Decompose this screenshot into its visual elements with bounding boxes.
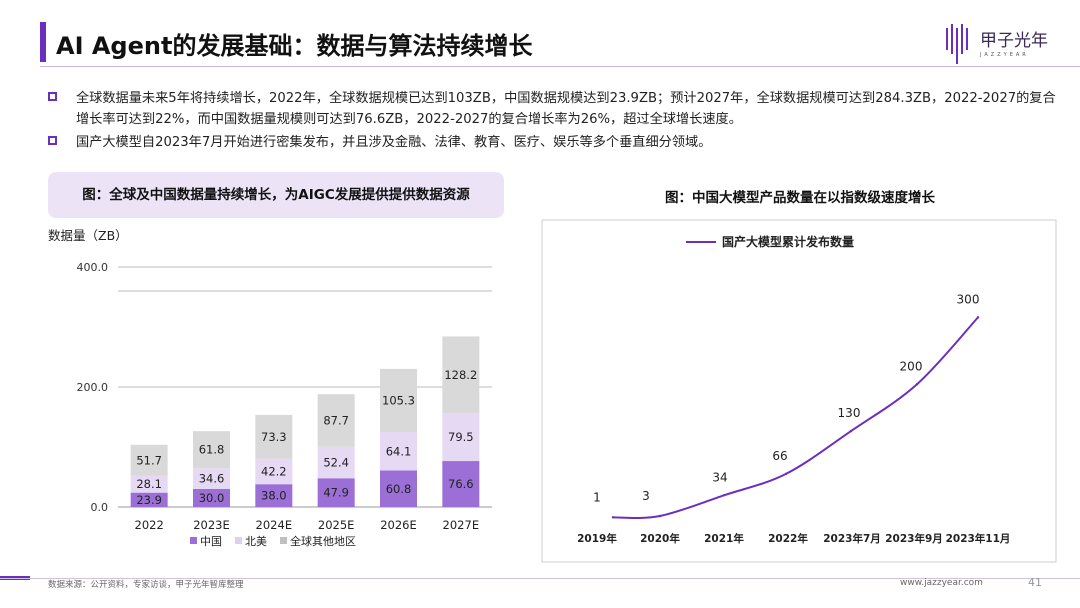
x-tick-label: 2019年 xyxy=(577,532,617,545)
legend-label: 国产大模型累计发布数量 xyxy=(722,234,854,249)
chart-frame xyxy=(541,219,1057,563)
bar-value-label: 60.8 xyxy=(386,482,412,496)
bar-value-label: 64.1 xyxy=(386,444,412,458)
bar-segment xyxy=(130,475,168,493)
data-point xyxy=(611,516,615,519)
legend-swatch xyxy=(235,537,242,544)
bullet-text: 全球数据量未来5年将持续增长，2022年，全球数据规模已达到103ZB，中国数据… xyxy=(76,91,1056,127)
bar-segment xyxy=(130,492,168,507)
data-value-label: 200 xyxy=(900,359,923,373)
bar-value-label: 128.2 xyxy=(444,368,477,382)
bar-segment xyxy=(380,368,417,433)
bullet-text: 国产大模型自2023年7月开始进行密集发布，并且涉及金融、法律、教育、医疗、娱乐… xyxy=(76,135,712,150)
bullet-list: 全球数据量未来5年将持续增长，2022年，全球数据规模已达到103ZB，中国数据… xyxy=(48,88,1058,155)
y-tick-label: 0.0 xyxy=(91,501,109,514)
bar-segment xyxy=(442,336,480,414)
bar-value-label: 51.7 xyxy=(136,453,162,467)
logo-subtext: JAZZYEAR xyxy=(980,52,1029,58)
data-point xyxy=(784,472,788,476)
bar-segment xyxy=(255,458,293,485)
bar-segment xyxy=(442,413,480,462)
bullet-item: 国产大模型自2023年7月开始进行密集发布，并且涉及金融、法律、教育、医疗、娱乐… xyxy=(48,132,1058,153)
x-tick-label: 2021年 xyxy=(704,532,744,545)
page-title: AI Agent的发展基础：数据与算法持续增长 xyxy=(56,32,533,60)
line-chart: 国产大模型累计发布数量 1 3 34 66 130 200 300 2019年 2020年 2021… xyxy=(541,219,1057,563)
footer-divider xyxy=(0,578,1080,579)
bar-value-label: 87.7 xyxy=(323,414,349,428)
x-tick-label: 2022年 xyxy=(768,532,808,545)
stacked-bar-chart: 数据量（ZB） 0.0 200.0 400.0 23.9 28.1 51.7 2022 30.0… xyxy=(48,228,492,548)
footer-url: www.jazzyear.com xyxy=(900,578,983,588)
bar-value-label: 73.3 xyxy=(261,430,287,444)
x-tick-label: 2024E xyxy=(256,518,293,532)
x-tick-label: 2023E xyxy=(193,518,230,532)
bar-segment xyxy=(380,432,417,471)
legend-swatch xyxy=(190,537,197,544)
data-value-label: 66 xyxy=(772,449,787,463)
data-value-label: 130 xyxy=(838,406,861,420)
left-chart-caption: 图：全球及中国数据量持续增长，为AIGC发展提供提供数据资源 xyxy=(48,172,504,218)
data-point xyxy=(849,429,853,433)
title-divider xyxy=(40,66,1080,67)
bar-segment xyxy=(317,394,355,447)
x-tick-label: 2022 xyxy=(135,518,164,532)
bullet-square-icon xyxy=(48,92,57,101)
brand-logo: 甲子光年 JAZZYEAR xyxy=(944,22,1062,66)
logo-mark-icon xyxy=(946,24,968,64)
x-tick-label: 2023年7月 xyxy=(823,532,881,545)
x-tick-label: 2025E xyxy=(318,518,355,532)
bar-segment xyxy=(193,468,230,489)
bar-value-label: 52.4 xyxy=(323,456,349,470)
bullet-item: 全球数据量未来5年将持续增长，2022年，全球数据规模已达到103ZB，中国数据… xyxy=(48,88,1058,130)
bar-value-label: 34.6 xyxy=(199,472,225,486)
bar-segment xyxy=(193,431,230,469)
title-accent-bar xyxy=(40,22,46,62)
bar-segment xyxy=(193,489,230,507)
logo-text: 甲子光年 xyxy=(980,31,1048,51)
bar-segment xyxy=(442,461,480,507)
bar-segment xyxy=(317,478,355,507)
x-tick-label: 2026E xyxy=(380,518,417,532)
series-line xyxy=(612,316,979,519)
legend-label: 全球其他地区 xyxy=(290,534,356,548)
legend-label: 中国 xyxy=(200,535,222,548)
data-value-label: 34 xyxy=(712,470,727,484)
data-point xyxy=(722,494,726,497)
bar-value-label: 28.1 xyxy=(136,477,162,491)
bar-segment xyxy=(380,470,417,507)
bullet-square-icon xyxy=(48,136,57,145)
data-point xyxy=(915,383,919,386)
bar-segment xyxy=(317,446,355,479)
y-tick-label: 200.0 xyxy=(77,381,109,394)
x-tick-label: 2027E xyxy=(443,518,480,532)
bar-segment xyxy=(130,444,168,476)
legend-label: 北美 xyxy=(245,535,267,548)
x-tick-label: 2023年9月 xyxy=(885,532,943,545)
bar-value-label: 30.0 xyxy=(199,491,225,505)
x-tick-label: 2020年 xyxy=(640,532,680,545)
bar-segment xyxy=(255,414,293,459)
bar-value-label: 79.5 xyxy=(448,430,474,444)
bar-value-label: 61.8 xyxy=(199,443,225,457)
x-tick-label: 2023年11月 xyxy=(946,532,1011,545)
right-chart-caption: 图：中国大模型产品数量在以指数级速度增长 xyxy=(665,190,935,206)
bar-value-label: 105.3 xyxy=(382,393,415,407)
legend-swatch xyxy=(280,537,287,544)
bar-value-label: 23.9 xyxy=(136,493,162,507)
bar-segment xyxy=(255,484,293,507)
data-point xyxy=(976,316,980,319)
data-value-label: 300 xyxy=(957,292,980,306)
bar-value-label: 42.2 xyxy=(261,465,287,479)
bar-value-label: 47.9 xyxy=(323,486,349,500)
data-value-label: 3 xyxy=(642,489,650,503)
data-point xyxy=(658,514,662,518)
bar-value-label: 76.6 xyxy=(448,477,474,491)
data-value-label: 1 xyxy=(593,490,601,504)
y-tick-label: 400.0 xyxy=(77,261,109,274)
data-source-note: 数据来源：公开资料，专家访谈，甲子光年智库整理 xyxy=(48,580,244,590)
y-axis-label: 数据量（ZB） xyxy=(48,228,128,243)
page-number: 41 xyxy=(1028,576,1042,589)
bar-value-label: 38.0 xyxy=(261,489,287,503)
